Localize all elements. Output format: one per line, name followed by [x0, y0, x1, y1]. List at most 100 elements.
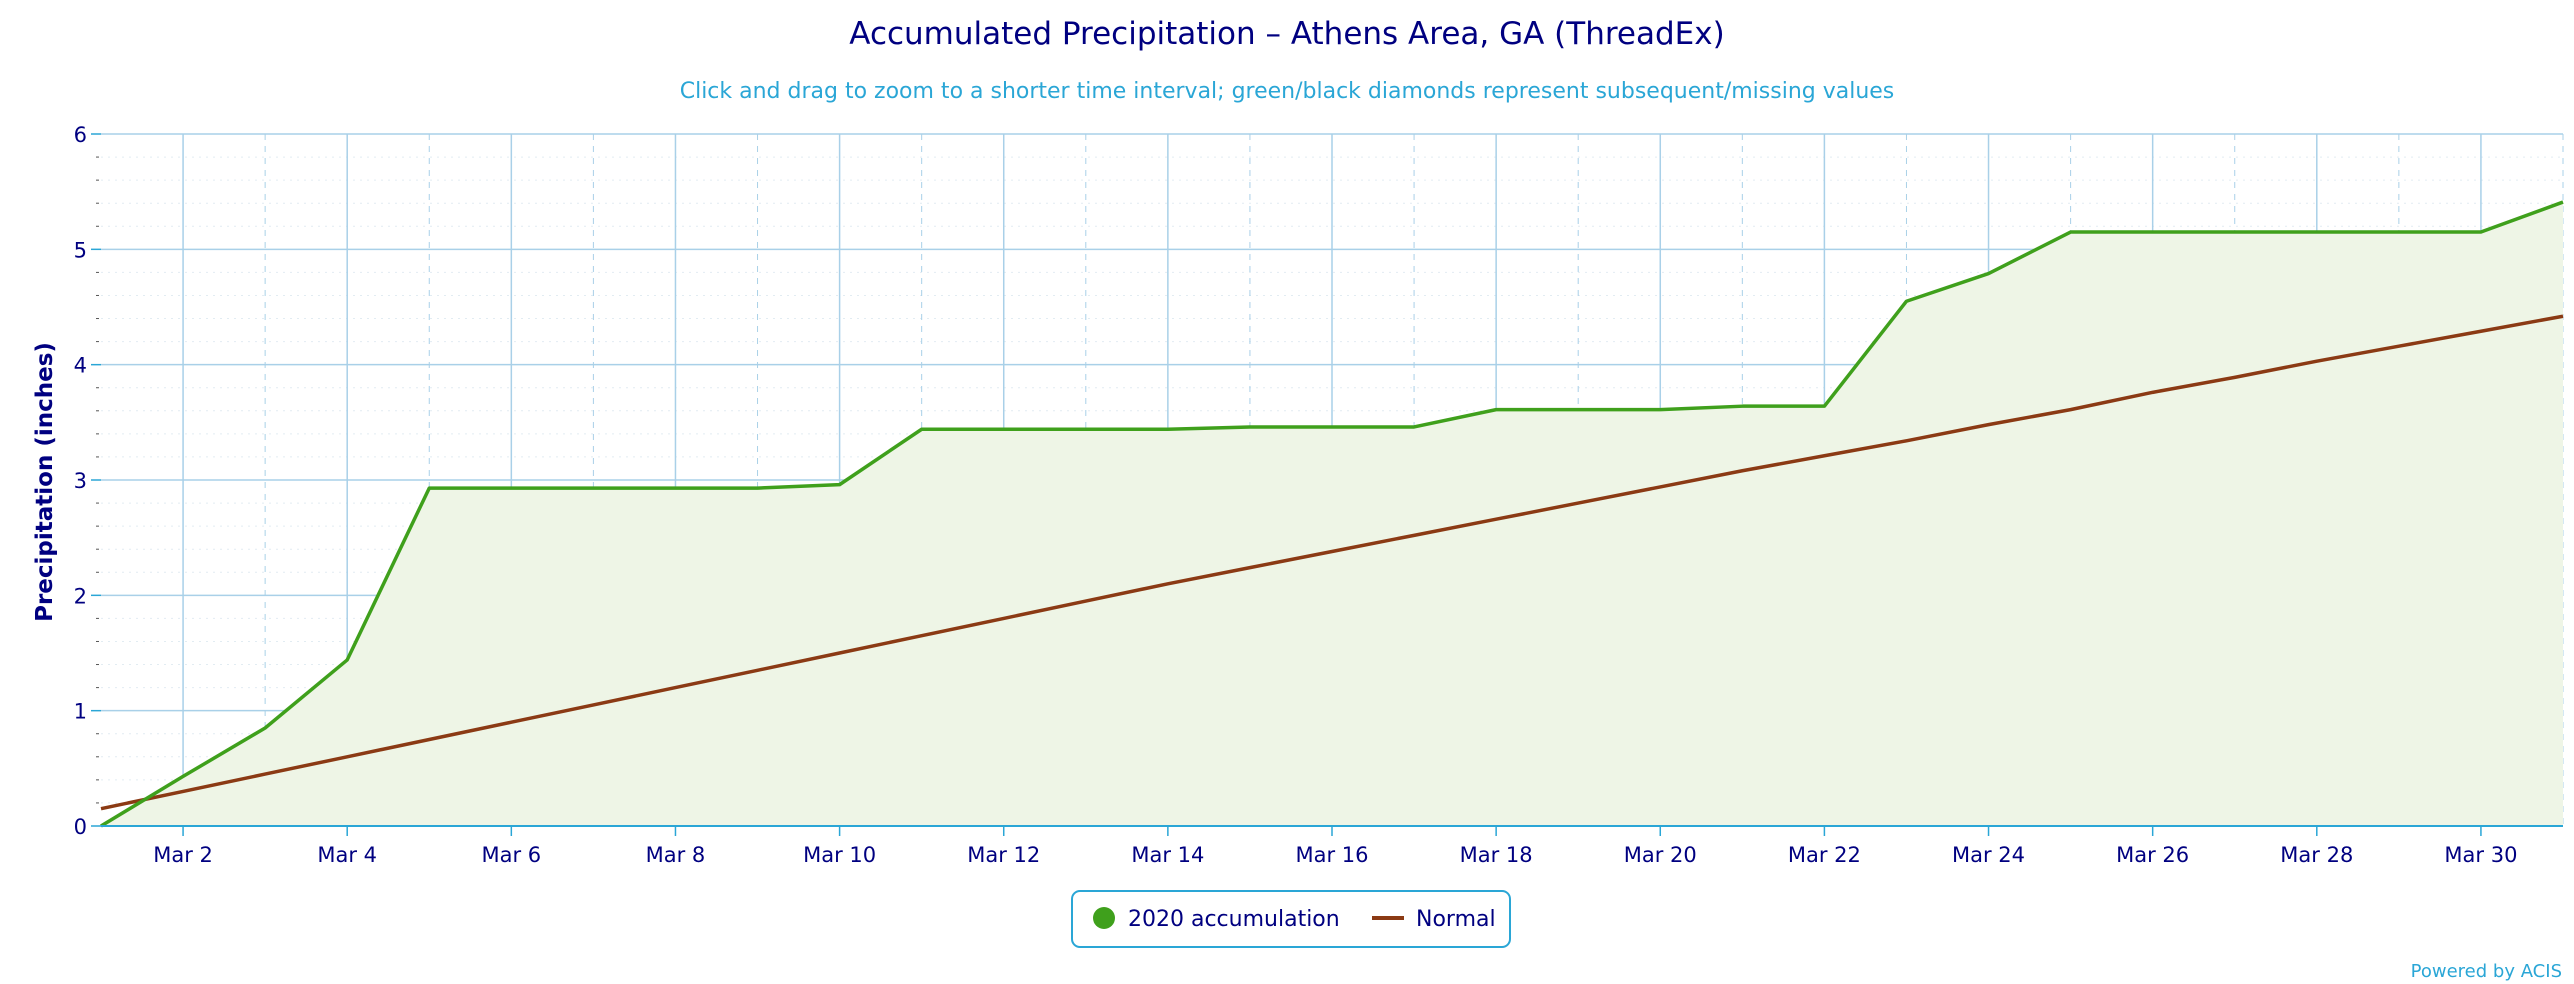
- series-normal-line[interactable]: [100, 314, 2564, 811]
- data-point-normal[interactable]: [1326, 546, 1338, 558]
- x-tick-label: Mar 30: [2444, 843, 2517, 867]
- x-tick-label: Mar 12: [967, 843, 1040, 867]
- data-point-2020-accumulation[interactable]: [2065, 226, 2077, 238]
- legend[interactable]: 2020 accumulation Normal: [1071, 890, 1511, 948]
- data-point-2020-accumulation[interactable]: [259, 722, 271, 734]
- y-tick-label: 4: [74, 354, 87, 378]
- data-point-normal[interactable]: [2065, 404, 2077, 416]
- data-point-2020-accumulation[interactable]: [341, 654, 353, 666]
- data-point-2020-accumulation[interactable]: [1080, 423, 1092, 435]
- data-point-2020-accumulation[interactable]: [2311, 226, 2323, 238]
- y-tick-label: 6: [74, 123, 87, 147]
- data-point-2020-accumulation[interactable]: [1408, 421, 1420, 433]
- data-point-normal[interactable]: [2147, 386, 2159, 398]
- data-point-normal[interactable]: [834, 647, 846, 659]
- y-tick-label: 2: [74, 584, 87, 608]
- series-layer: [95, 196, 2569, 828]
- y-tick-label: 3: [74, 469, 87, 493]
- x-tick-label: Mar 22: [1788, 843, 1861, 867]
- data-point-normal[interactable]: [998, 612, 1010, 624]
- data-point-normal[interactable]: [587, 699, 599, 711]
- data-point-2020-accumulation[interactable]: [916, 423, 928, 435]
- legend-item-2020-accumulation[interactable]: 2020 accumulation: [1093, 907, 1340, 932]
- legend-label: Normal: [1416, 907, 1496, 932]
- data-point-normal[interactable]: [1818, 450, 1830, 462]
- data-point-normal[interactable]: [2475, 325, 2487, 337]
- data-point-normal[interactable]: [2557, 310, 2569, 322]
- data-point-2020-accumulation[interactable]: [998, 423, 1010, 435]
- x-tick-label: Mar 16: [1295, 843, 1368, 867]
- data-point-2020-accumulation[interactable]: [1162, 423, 1174, 435]
- chart-title: Accumulated Precipitation – Athens Area,…: [849, 16, 1724, 52]
- series-2020-accumulation-line[interactable]: [100, 200, 2564, 828]
- data-point-2020-accumulation[interactable]: [834, 479, 846, 491]
- data-point-2020-accumulation[interactable]: [1736, 400, 1748, 412]
- y-tick-label: 5: [74, 238, 87, 262]
- data-point-normal[interactable]: [1572, 497, 1584, 509]
- x-tick-label: Mar 4: [317, 843, 377, 867]
- credits-link[interactable]: Powered by ACIS: [2411, 961, 2562, 982]
- data-point-normal[interactable]: [95, 803, 107, 815]
- data-point-normal[interactable]: [505, 716, 517, 728]
- data-point-normal[interactable]: [2393, 340, 2405, 352]
- legend-item-normal[interactable]: Normal: [1372, 907, 1496, 932]
- data-point-2020-accumulation[interactable]: [1818, 400, 1830, 412]
- legend-box: [1071, 890, 1511, 948]
- data-point-2020-accumulation[interactable]: [2147, 226, 2159, 238]
- data-point-2020-accumulation[interactable]: [1654, 404, 1666, 416]
- data-point-2020-accumulation[interactable]: [752, 482, 764, 494]
- x-tick-label: Mar 24: [1952, 843, 2025, 867]
- data-point-normal[interactable]: [1490, 513, 1502, 525]
- data-point-normal[interactable]: [259, 768, 271, 780]
- data-point-2020-accumulation[interactable]: [2557, 196, 2569, 208]
- chart-subtitle: Click and drag to zoom to a shorter time…: [680, 79, 1895, 104]
- data-point-2020-accumulation[interactable]: [1326, 421, 1338, 433]
- data-point-normal[interactable]: [669, 682, 681, 694]
- data-point-2020-accumulation[interactable]: [587, 482, 599, 494]
- y-tick-label: 0: [74, 815, 87, 839]
- data-point-normal[interactable]: [1408, 529, 1420, 541]
- data-point-normal[interactable]: [752, 664, 764, 676]
- data-point-2020-accumulation[interactable]: [2393, 226, 2405, 238]
- data-point-normal[interactable]: [423, 734, 435, 746]
- y-axis-label: Precipitation (inches): [32, 342, 58, 622]
- data-point-2020-accumulation[interactable]: [1900, 295, 1912, 307]
- data-point-2020-accumulation[interactable]: [1244, 421, 1256, 433]
- data-point-normal[interactable]: [177, 785, 189, 797]
- x-tick-label: Mar 10: [803, 843, 876, 867]
- data-point-2020-accumulation[interactable]: [2229, 226, 2241, 238]
- accumulation-area-fill: [101, 202, 2563, 827]
- data-point-normal[interactable]: [2311, 355, 2323, 367]
- x-tick-label: Mar 26: [2116, 843, 2189, 867]
- data-point-normal[interactable]: [1162, 578, 1174, 590]
- x-tick-label: Mar 8: [646, 843, 706, 867]
- data-point-2020-accumulation[interactable]: [669, 482, 681, 494]
- axes: 0 1 2 3 4 5 6 Mar 2 Mar 4 Mar 6 Mar 8 Mar 10 Mar 12 M…: [74, 123, 2563, 867]
- data-point-normal[interactable]: [1244, 562, 1256, 574]
- data-point-normal[interactable]: [916, 630, 928, 642]
- data-point-normal[interactable]: [1900, 435, 1912, 447]
- x-tick-label: Mar 14: [1131, 843, 1204, 867]
- data-point-2020-accumulation[interactable]: [423, 482, 435, 494]
- x-tick-label: Mar 18: [1460, 843, 1533, 867]
- data-point-2020-accumulation[interactable]: [1983, 268, 1995, 280]
- data-point-2020-accumulation[interactable]: [2475, 226, 2487, 238]
- data-point-normal[interactable]: [1736, 465, 1748, 477]
- x-tick-label: Mar 28: [2280, 843, 2353, 867]
- data-point-normal[interactable]: [341, 751, 353, 763]
- y-tick-label: 1: [74, 700, 87, 724]
- data-point-normal[interactable]: [1080, 595, 1092, 607]
- data-point-2020-accumulation[interactable]: [505, 482, 517, 494]
- x-tick-label: Mar 6: [481, 843, 541, 867]
- x-tick-label: Mar 20: [1624, 843, 1697, 867]
- data-point-2020-accumulation[interactable]: [1572, 404, 1584, 416]
- legend-label: 2020 accumulation: [1128, 907, 1340, 932]
- data-point-normal[interactable]: [2229, 371, 2241, 383]
- data-point-2020-accumulation[interactable]: [177, 770, 189, 782]
- data-point-2020-accumulation[interactable]: [1490, 404, 1502, 416]
- legend-marker-circle-icon: [1093, 907, 1115, 929]
- data-point-normal[interactable]: [1654, 481, 1666, 493]
- data-point-normal[interactable]: [1983, 419, 1995, 431]
